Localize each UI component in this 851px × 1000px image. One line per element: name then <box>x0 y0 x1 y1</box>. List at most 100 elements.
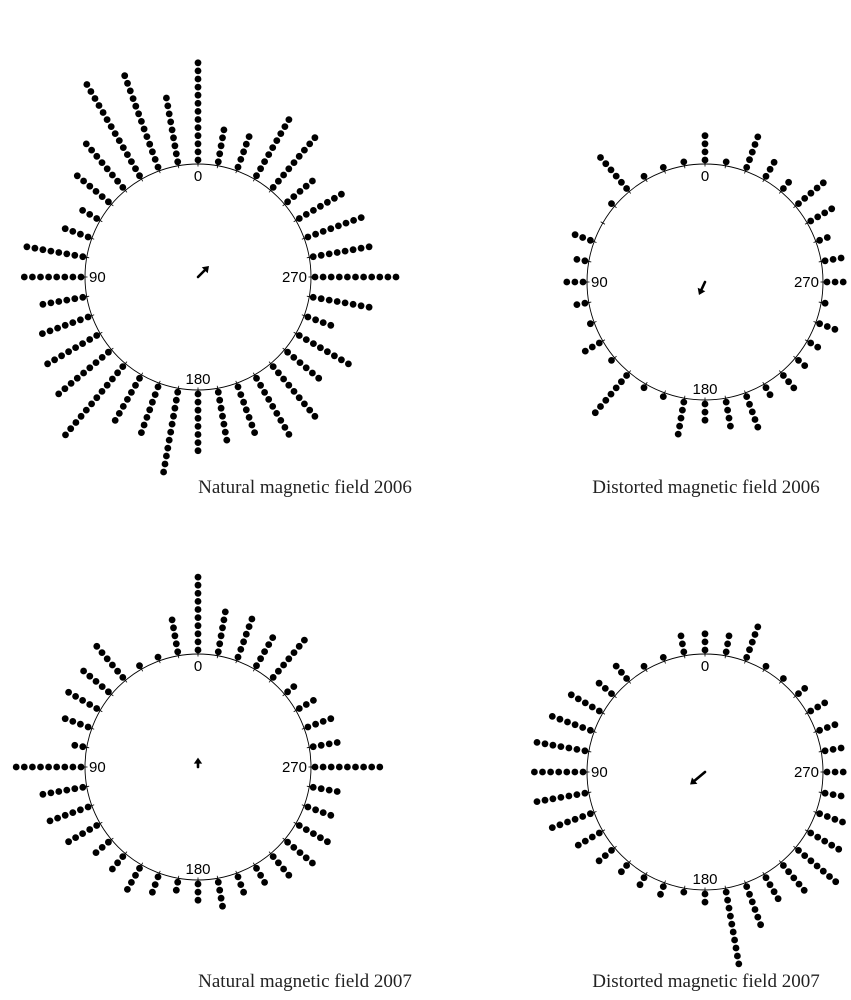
data-dot-90 <box>555 768 563 776</box>
data-dot-40 <box>109 171 116 179</box>
data-dot-320 <box>295 152 303 160</box>
data-dot-140 <box>103 381 111 389</box>
data-dot-40 <box>623 185 630 192</box>
data-dot-90 <box>45 273 52 281</box>
caption-natural-2006: Natural magnetic field 2006 <box>198 477 412 498</box>
data-dot-170 <box>161 460 169 468</box>
data-dot-290 <box>357 214 365 222</box>
axis-label-0: 0 <box>194 658 202 675</box>
data-dot-100 <box>557 794 565 801</box>
data-dot-330 <box>277 130 285 138</box>
data-dot-60 <box>86 701 94 708</box>
data-dot-70 <box>84 233 92 241</box>
data-dot-10 <box>165 110 173 118</box>
data-dot-280 <box>325 740 333 748</box>
data-dot-80 <box>79 743 87 751</box>
data-dot-270 <box>327 763 335 771</box>
data-dot-80 <box>71 251 79 259</box>
data-dot-340 <box>240 638 248 646</box>
data-dot-300 <box>814 213 822 221</box>
data-dot-30 <box>640 172 648 180</box>
data-dot-80 <box>79 253 87 261</box>
data-dot-280 <box>837 744 845 752</box>
data-dot-240 <box>807 339 815 347</box>
data-dot-100 <box>581 299 589 307</box>
data-dot-320 <box>269 184 277 191</box>
data-dot-260 <box>341 299 349 307</box>
data-dot-300 <box>310 207 317 214</box>
data-dot-110 <box>61 321 69 329</box>
data-dot-70 <box>587 726 594 734</box>
data-dot-110 <box>84 803 92 811</box>
data-dot-0 <box>701 132 709 140</box>
data-dot-230 <box>315 374 323 382</box>
data-dot-110 <box>39 330 46 337</box>
data-dot-200 <box>746 890 753 898</box>
data-dot-320 <box>275 177 282 185</box>
data-dot-60 <box>79 697 86 704</box>
data-dot-100 <box>565 792 573 800</box>
axis-label-270: 270 <box>282 269 307 286</box>
data-dot-140 <box>93 394 101 402</box>
data-dot-0 <box>194 132 202 140</box>
data-dot-220 <box>800 886 808 894</box>
data-dot-350 <box>221 608 229 616</box>
data-dot-200 <box>237 391 245 398</box>
data-dot-330 <box>285 116 293 123</box>
data-dot-100 <box>55 788 63 795</box>
data-dot-30 <box>95 102 103 109</box>
data-dot-270 <box>344 763 351 771</box>
data-dot-40 <box>103 655 111 663</box>
data-dot-0 <box>701 148 709 156</box>
data-dot-340 <box>237 156 245 163</box>
data-dot-50 <box>92 188 100 195</box>
data-dot-110 <box>564 818 571 826</box>
data-dot-200 <box>245 414 253 421</box>
data-dot-230 <box>801 362 809 369</box>
data-dot-280 <box>837 254 845 262</box>
data-dot-230 <box>813 862 821 870</box>
data-dot-30 <box>136 172 143 180</box>
data-dot-60 <box>595 707 603 715</box>
data-dot-180 <box>194 431 202 438</box>
data-dot-180 <box>194 447 202 455</box>
data-dot-230 <box>309 859 316 867</box>
data-dot-90 <box>45 763 52 771</box>
data-dot-10 <box>168 616 176 624</box>
data-dot-290 <box>335 222 342 230</box>
data-dot-200 <box>234 383 242 391</box>
data-dot-310 <box>284 198 291 206</box>
data-dot-270 <box>335 763 343 771</box>
data-dot-250 <box>816 810 823 818</box>
data-dot-10 <box>171 142 179 150</box>
data-dot-270 <box>360 763 367 771</box>
data-dot-330 <box>762 172 770 180</box>
data-dot-320 <box>285 655 293 663</box>
data-dot-110 <box>46 327 54 335</box>
data-dot-220 <box>269 363 277 370</box>
data-dot-270 <box>831 278 839 286</box>
data-dot-140 <box>119 363 127 370</box>
data-dot-130 <box>601 852 609 859</box>
data-dot-100 <box>47 789 55 797</box>
data-dot-240 <box>310 340 317 347</box>
data-dot-150 <box>127 389 135 396</box>
data-dot-50 <box>92 678 100 685</box>
data-dot-160 <box>151 391 159 398</box>
data-dot-180 <box>194 880 202 888</box>
data-dot-150 <box>124 886 131 893</box>
data-dot-310 <box>801 195 809 202</box>
data-dot-350 <box>217 142 225 150</box>
data-dot-210 <box>261 879 268 886</box>
data-dot-240 <box>814 833 822 841</box>
data-dot-20 <box>659 164 667 171</box>
data-dot-130 <box>67 380 75 387</box>
data-dot-100 <box>71 785 79 793</box>
data-dot-80 <box>541 740 549 748</box>
data-dot-0 <box>194 124 202 131</box>
data-dot-80 <box>31 244 39 252</box>
data-dot-20 <box>135 110 143 118</box>
data-dot-230 <box>290 844 298 851</box>
data-dot-0 <box>701 646 709 654</box>
data-dot-10 <box>677 632 685 640</box>
